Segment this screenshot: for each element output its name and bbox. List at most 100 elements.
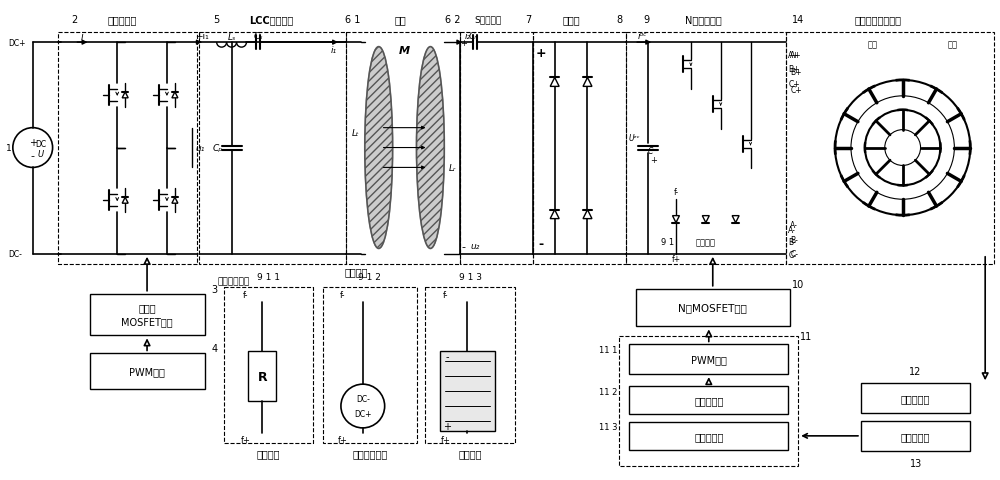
Text: 转子: 转子 bbox=[868, 40, 878, 49]
Text: -: - bbox=[538, 238, 543, 251]
Text: u₁: u₁ bbox=[196, 144, 205, 153]
Text: f+: f+ bbox=[440, 435, 450, 444]
Text: 6 1: 6 1 bbox=[345, 15, 361, 25]
Text: 3: 3 bbox=[212, 284, 218, 294]
Text: 续流回路: 续流回路 bbox=[344, 266, 368, 276]
Polygon shape bbox=[122, 198, 128, 204]
Bar bbox=[58, 33, 197, 264]
Text: DC+: DC+ bbox=[354, 409, 372, 419]
Text: f+: f+ bbox=[338, 435, 348, 444]
Text: DC: DC bbox=[35, 140, 46, 149]
Bar bbox=[629, 386, 788, 414]
Text: 7: 7 bbox=[525, 15, 531, 25]
Text: A+: A+ bbox=[790, 50, 802, 60]
Ellipse shape bbox=[416, 48, 444, 249]
Text: 11 2: 11 2 bbox=[599, 387, 617, 396]
Text: S补偿网络: S补偿网络 bbox=[474, 16, 502, 25]
Text: R: R bbox=[258, 370, 267, 383]
Text: 线圈: 线圈 bbox=[395, 15, 406, 25]
Bar bbox=[224, 287, 313, 443]
Polygon shape bbox=[172, 198, 178, 204]
Text: f+: f+ bbox=[671, 255, 681, 264]
Text: -: - bbox=[461, 241, 465, 252]
Text: B-: B- bbox=[790, 235, 798, 244]
Text: Lᵣ: Lᵣ bbox=[449, 164, 456, 172]
Text: N型驱动电路: N型驱动电路 bbox=[685, 15, 722, 25]
Text: i₂: i₂ bbox=[465, 32, 471, 41]
Text: Cₛ: Cₛ bbox=[254, 32, 263, 41]
Text: +: + bbox=[535, 47, 546, 60]
Text: f-: f- bbox=[340, 290, 346, 300]
Text: 电子换向器: 电子换向器 bbox=[694, 395, 723, 405]
Text: PWM信号: PWM信号 bbox=[129, 366, 165, 376]
Text: 开关磁阻轮毂电机: 开关磁阻轮毂电机 bbox=[854, 15, 901, 25]
Text: B-: B- bbox=[788, 238, 796, 247]
Text: 三种续流方式: 三种续流方式 bbox=[217, 276, 250, 286]
Text: f+: f+ bbox=[241, 435, 250, 444]
Text: 1: 1 bbox=[6, 144, 12, 153]
Polygon shape bbox=[732, 216, 739, 223]
Text: N型MOSFET驱动: N型MOSFET驱动 bbox=[678, 303, 747, 313]
Text: 10: 10 bbox=[792, 279, 804, 289]
Polygon shape bbox=[583, 210, 592, 219]
Bar bbox=[323, 287, 417, 443]
Text: A-: A- bbox=[790, 220, 798, 229]
Text: 电阻续流: 电阻续流 bbox=[257, 448, 280, 458]
Text: -: - bbox=[31, 151, 35, 161]
Bar bbox=[248, 352, 276, 401]
Text: +: + bbox=[650, 156, 657, 165]
Text: 整流桥: 整流桥 bbox=[563, 15, 580, 25]
Bar bbox=[619, 337, 798, 466]
Bar bbox=[636, 289, 790, 327]
Bar bbox=[440, 352, 495, 431]
Text: Cᵉᶜ: Cᵉᶜ bbox=[647, 147, 659, 156]
Text: 6 2: 6 2 bbox=[445, 15, 460, 25]
Bar bbox=[425, 287, 515, 443]
Text: 9: 9 bbox=[643, 15, 649, 25]
Text: PWM信号: PWM信号 bbox=[691, 355, 727, 364]
Polygon shape bbox=[702, 216, 709, 223]
Ellipse shape bbox=[365, 48, 393, 249]
Bar bbox=[460, 33, 533, 264]
Bar bbox=[90, 294, 205, 336]
Text: 5: 5 bbox=[214, 15, 220, 25]
Text: DC-: DC- bbox=[8, 250, 22, 259]
Bar bbox=[861, 384, 970, 413]
Text: DC+: DC+ bbox=[8, 38, 25, 48]
Text: 电流调节器: 电流调节器 bbox=[694, 431, 723, 441]
Polygon shape bbox=[550, 210, 559, 219]
Text: C+: C+ bbox=[788, 80, 800, 89]
Text: 全桥逆变器: 全桥逆变器 bbox=[108, 15, 137, 25]
Text: i: i bbox=[81, 32, 84, 42]
Text: LCC补偿网络: LCC补偿网络 bbox=[249, 15, 293, 25]
Text: A-: A- bbox=[788, 225, 796, 234]
Text: 逆变器: 逆变器 bbox=[138, 303, 156, 313]
Text: 9 1 3: 9 1 3 bbox=[459, 273, 482, 282]
Text: Cₚ: Cₚ bbox=[213, 144, 223, 153]
Text: 11 1: 11 1 bbox=[599, 345, 617, 354]
Text: C-: C- bbox=[788, 251, 796, 260]
Text: M: M bbox=[399, 46, 410, 56]
Text: U: U bbox=[38, 150, 44, 159]
Text: 12: 12 bbox=[909, 366, 922, 376]
Text: 电池续流: 电池续流 bbox=[458, 448, 482, 458]
Text: +: + bbox=[460, 38, 467, 48]
Text: 9 1 1: 9 1 1 bbox=[257, 273, 280, 282]
Text: 电流传感器: 电流传感器 bbox=[901, 431, 930, 441]
Polygon shape bbox=[672, 216, 679, 223]
Polygon shape bbox=[172, 93, 178, 98]
Text: 9 1: 9 1 bbox=[661, 238, 675, 247]
Text: iᵅᶜ: iᵅᶜ bbox=[637, 32, 647, 41]
Text: 原边电源续流: 原边电源续流 bbox=[352, 448, 387, 458]
Polygon shape bbox=[550, 78, 559, 87]
Bar bbox=[861, 421, 970, 451]
Text: 4: 4 bbox=[212, 344, 218, 354]
Text: 2: 2 bbox=[71, 15, 78, 25]
Text: 11 3: 11 3 bbox=[599, 422, 617, 432]
Text: +: + bbox=[29, 137, 37, 147]
Text: DC-: DC- bbox=[356, 394, 370, 403]
Bar bbox=[786, 33, 994, 264]
Text: C+: C+ bbox=[790, 86, 802, 95]
Text: +: + bbox=[443, 421, 451, 431]
Text: 续流回路: 续流回路 bbox=[696, 238, 716, 247]
